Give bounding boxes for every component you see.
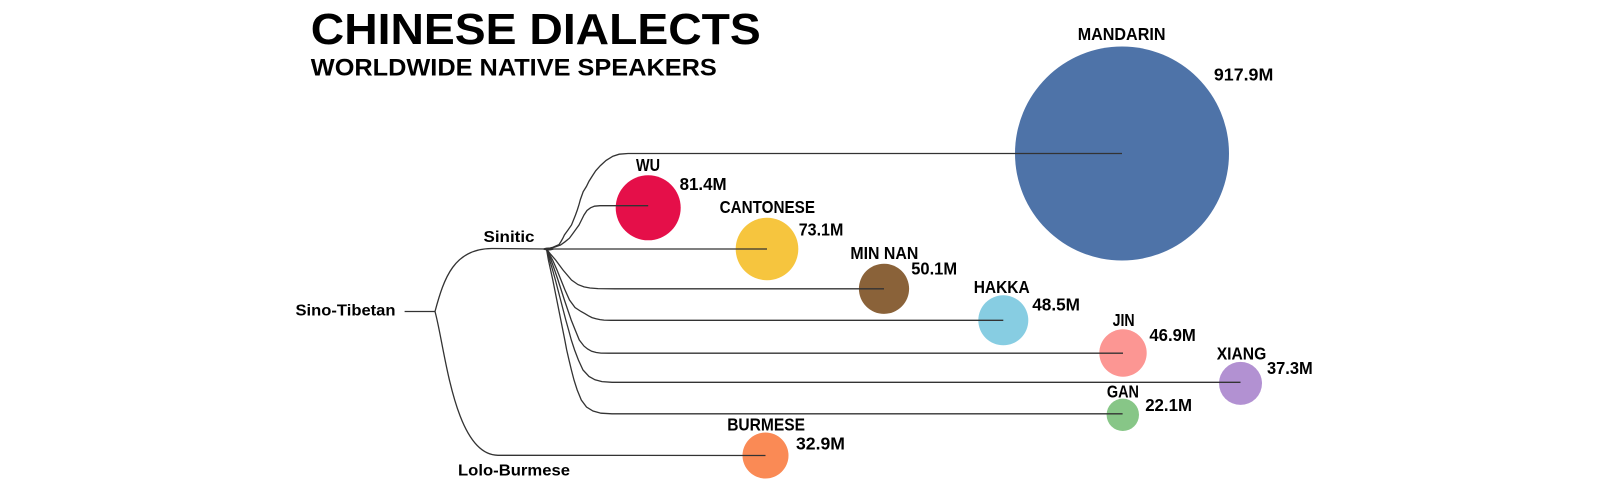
- svg-text:MANDARIN: MANDARIN: [1078, 24, 1166, 44]
- svg-text:Lolo-Burmese: Lolo-Burmese: [458, 463, 570, 480]
- svg-text:XIANG: XIANG: [1217, 343, 1267, 363]
- svg-text:73.1M: 73.1M: [799, 219, 844, 239]
- svg-text:917.9M: 917.9M: [1214, 65, 1273, 85]
- svg-text:37.3M: 37.3M: [1267, 358, 1313, 378]
- svg-text:BURMESE: BURMESE: [727, 415, 805, 435]
- svg-text:22.1M: 22.1M: [1145, 395, 1192, 415]
- svg-text:Sino-Tibetan: Sino-Tibetan: [296, 303, 396, 320]
- svg-text:81.4M: 81.4M: [680, 174, 727, 194]
- svg-text:32.9M: 32.9M: [796, 433, 845, 453]
- svg-text:GAN: GAN: [1107, 382, 1139, 402]
- svg-text:50.1M: 50.1M: [911, 258, 957, 278]
- svg-text:48.5M: 48.5M: [1032, 295, 1080, 315]
- svg-text:WU: WU: [636, 155, 660, 175]
- svg-text:HAKKA: HAKKA: [974, 277, 1030, 297]
- svg-text:46.9M: 46.9M: [1149, 325, 1195, 345]
- svg-text:MIN NAN: MIN NAN: [850, 243, 918, 263]
- svg-text:CANTONESE: CANTONESE: [720, 197, 815, 217]
- svg-text:JIN: JIN: [1113, 310, 1135, 330]
- svg-text:WORLDWIDE NATIVE SPEAKERS: WORLDWIDE NATIVE SPEAKERS: [311, 54, 717, 81]
- svg-text:Sinitic: Sinitic: [484, 229, 535, 246]
- svg-text:CHINESE DIALECTS: CHINESE DIALECTS: [311, 5, 761, 54]
